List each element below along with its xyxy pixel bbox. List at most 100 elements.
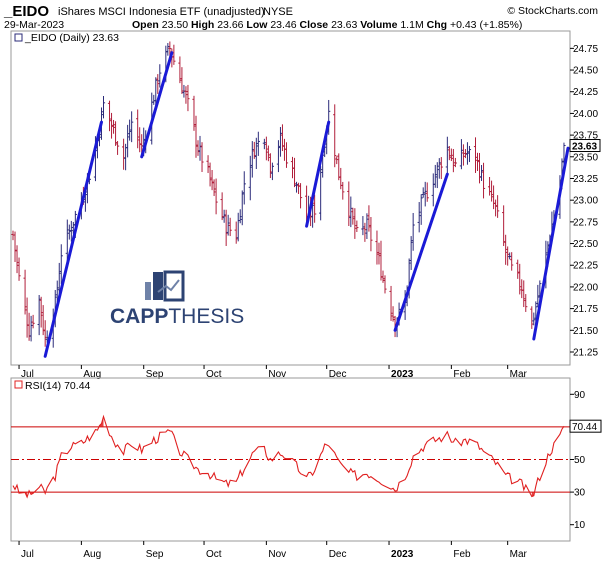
x-tick-label: Feb bbox=[453, 369, 471, 380]
x-tick-label: Dec bbox=[329, 369, 347, 380]
ohlc-bar bbox=[319, 166, 323, 221]
ohlc-bar bbox=[130, 111, 134, 143]
ohlc-bar bbox=[262, 138, 266, 150]
ohlc-bar bbox=[496, 195, 500, 218]
y-tick-label: 24.00 bbox=[573, 109, 598, 120]
ohlc-bar bbox=[196, 140, 200, 156]
x-tick-label: Oct bbox=[206, 369, 222, 380]
ohlc-bar bbox=[349, 196, 353, 228]
x-tick-label: 2023 bbox=[391, 369, 414, 380]
ohlc-bar bbox=[256, 131, 260, 156]
ohlc-bar bbox=[459, 139, 464, 170]
ohlc-bar bbox=[375, 230, 379, 265]
ohlc-bar bbox=[351, 207, 355, 225]
x-tick-label: Jul bbox=[21, 549, 34, 560]
ohlc-bar bbox=[158, 64, 162, 88]
ohlc-bar bbox=[522, 280, 526, 308]
ohlc-bar bbox=[463, 149, 468, 159]
y-tick-label: 21.50 bbox=[573, 326, 598, 337]
ohlc-bar bbox=[224, 209, 228, 246]
ohlc-bar bbox=[280, 124, 285, 152]
ohlc-bar bbox=[479, 165, 484, 181]
rsi-y-tick-label: 90 bbox=[574, 390, 586, 401]
ohlc-bar bbox=[238, 209, 242, 224]
low-value: 23.46 bbox=[270, 19, 296, 31]
ohlc-bar bbox=[25, 297, 29, 338]
ohlc-bar bbox=[475, 152, 480, 171]
open-value: 23.50 bbox=[162, 19, 188, 31]
last-price-marker: 23.63 bbox=[569, 139, 601, 153]
ohlc-bar bbox=[109, 112, 114, 139]
ohlc-bar bbox=[504, 234, 508, 265]
ohlc-bar bbox=[467, 145, 472, 163]
x-tick-label: Jul bbox=[21, 369, 34, 380]
ohlc-bar bbox=[508, 252, 512, 260]
ohlc-bar bbox=[383, 275, 387, 294]
ohlc-bar bbox=[122, 138, 126, 170]
volume-value: 1.1M bbox=[400, 19, 423, 31]
ohlc-bar bbox=[15, 245, 19, 274]
ohlc-bar bbox=[180, 67, 184, 94]
ohlc-bar bbox=[37, 294, 41, 336]
ohlc-bar bbox=[487, 176, 492, 196]
ohlc-bar bbox=[43, 320, 47, 347]
ohlc-bar bbox=[138, 127, 142, 153]
ohlc-bar bbox=[449, 148, 453, 162]
ohlc-bar bbox=[435, 162, 439, 189]
x-tick-label: Aug bbox=[83, 549, 101, 560]
ohlc-bar bbox=[248, 155, 252, 201]
logo-text-bold: CAPP bbox=[110, 305, 168, 328]
ohlc-bar bbox=[23, 269, 27, 315]
trend-line bbox=[532, 146, 570, 341]
y-tick-label: 22.00 bbox=[573, 282, 598, 293]
trend-line bbox=[140, 51, 174, 159]
rsi-legend-swatch bbox=[14, 380, 23, 389]
rsi-bands bbox=[11, 426, 570, 493]
last-price-box bbox=[569, 139, 601, 153]
ohlc-bar bbox=[282, 138, 287, 161]
x-tick-label: Oct bbox=[206, 549, 222, 560]
price-panel bbox=[10, 30, 571, 366]
ohlc-bar bbox=[453, 157, 457, 168]
ohlc-bar bbox=[290, 156, 295, 179]
ohlc-bar bbox=[530, 306, 534, 329]
ohlc-bar bbox=[381, 270, 385, 283]
ohlc-bar bbox=[115, 141, 120, 155]
price-legend-text: _EIDO (Daily) 23.63 bbox=[24, 32, 119, 44]
close-label: Close bbox=[300, 19, 329, 31]
ohlc-bar bbox=[194, 115, 198, 158]
trend-lines bbox=[43, 51, 570, 358]
credit: © StockCharts.com bbox=[507, 5, 598, 17]
ohlc-bar bbox=[347, 181, 351, 227]
rsi-series bbox=[12, 414, 565, 499]
ohlc-bar bbox=[268, 153, 272, 179]
ohlc-bar bbox=[425, 182, 429, 202]
symbol: _EIDO bbox=[3, 3, 49, 20]
logo-bar-1 bbox=[145, 282, 151, 300]
trend-line bbox=[43, 120, 103, 358]
ohlc-bar bbox=[222, 209, 226, 223]
ohlc-bar bbox=[278, 127, 283, 157]
trend-line bbox=[393, 172, 449, 332]
ohlc-bar bbox=[365, 213, 369, 240]
rsi-legend: RSI(14) 70.44 bbox=[14, 380, 91, 392]
ohlc-bar bbox=[520, 279, 524, 299]
x-tick-label: 2023 bbox=[391, 549, 414, 560]
ohlc-bar bbox=[411, 212, 415, 251]
ohlc-bar bbox=[234, 221, 238, 244]
ohlc-bar bbox=[266, 145, 270, 162]
open-label: Open bbox=[132, 19, 159, 31]
price-y-axis: 21.25 21.50 21.75 22.00 22.25 22.50 22.75 23.00… bbox=[570, 44, 598, 358]
y-tick-label: 23.50 bbox=[573, 152, 598, 163]
y-tick-label: 24.50 bbox=[573, 66, 598, 77]
ohlc-bar bbox=[369, 217, 373, 252]
ohlc-bar bbox=[206, 155, 210, 174]
ohlc-bar bbox=[186, 84, 190, 112]
ohlc-bar bbox=[524, 294, 528, 312]
ohlc-bar bbox=[13, 231, 17, 262]
price-legend: _EIDO (Daily) 23.63 bbox=[14, 32, 119, 44]
ohlc-bar bbox=[136, 109, 140, 149]
chg-label: Chg bbox=[427, 19, 447, 31]
x-tick-label: Sep bbox=[146, 549, 164, 560]
